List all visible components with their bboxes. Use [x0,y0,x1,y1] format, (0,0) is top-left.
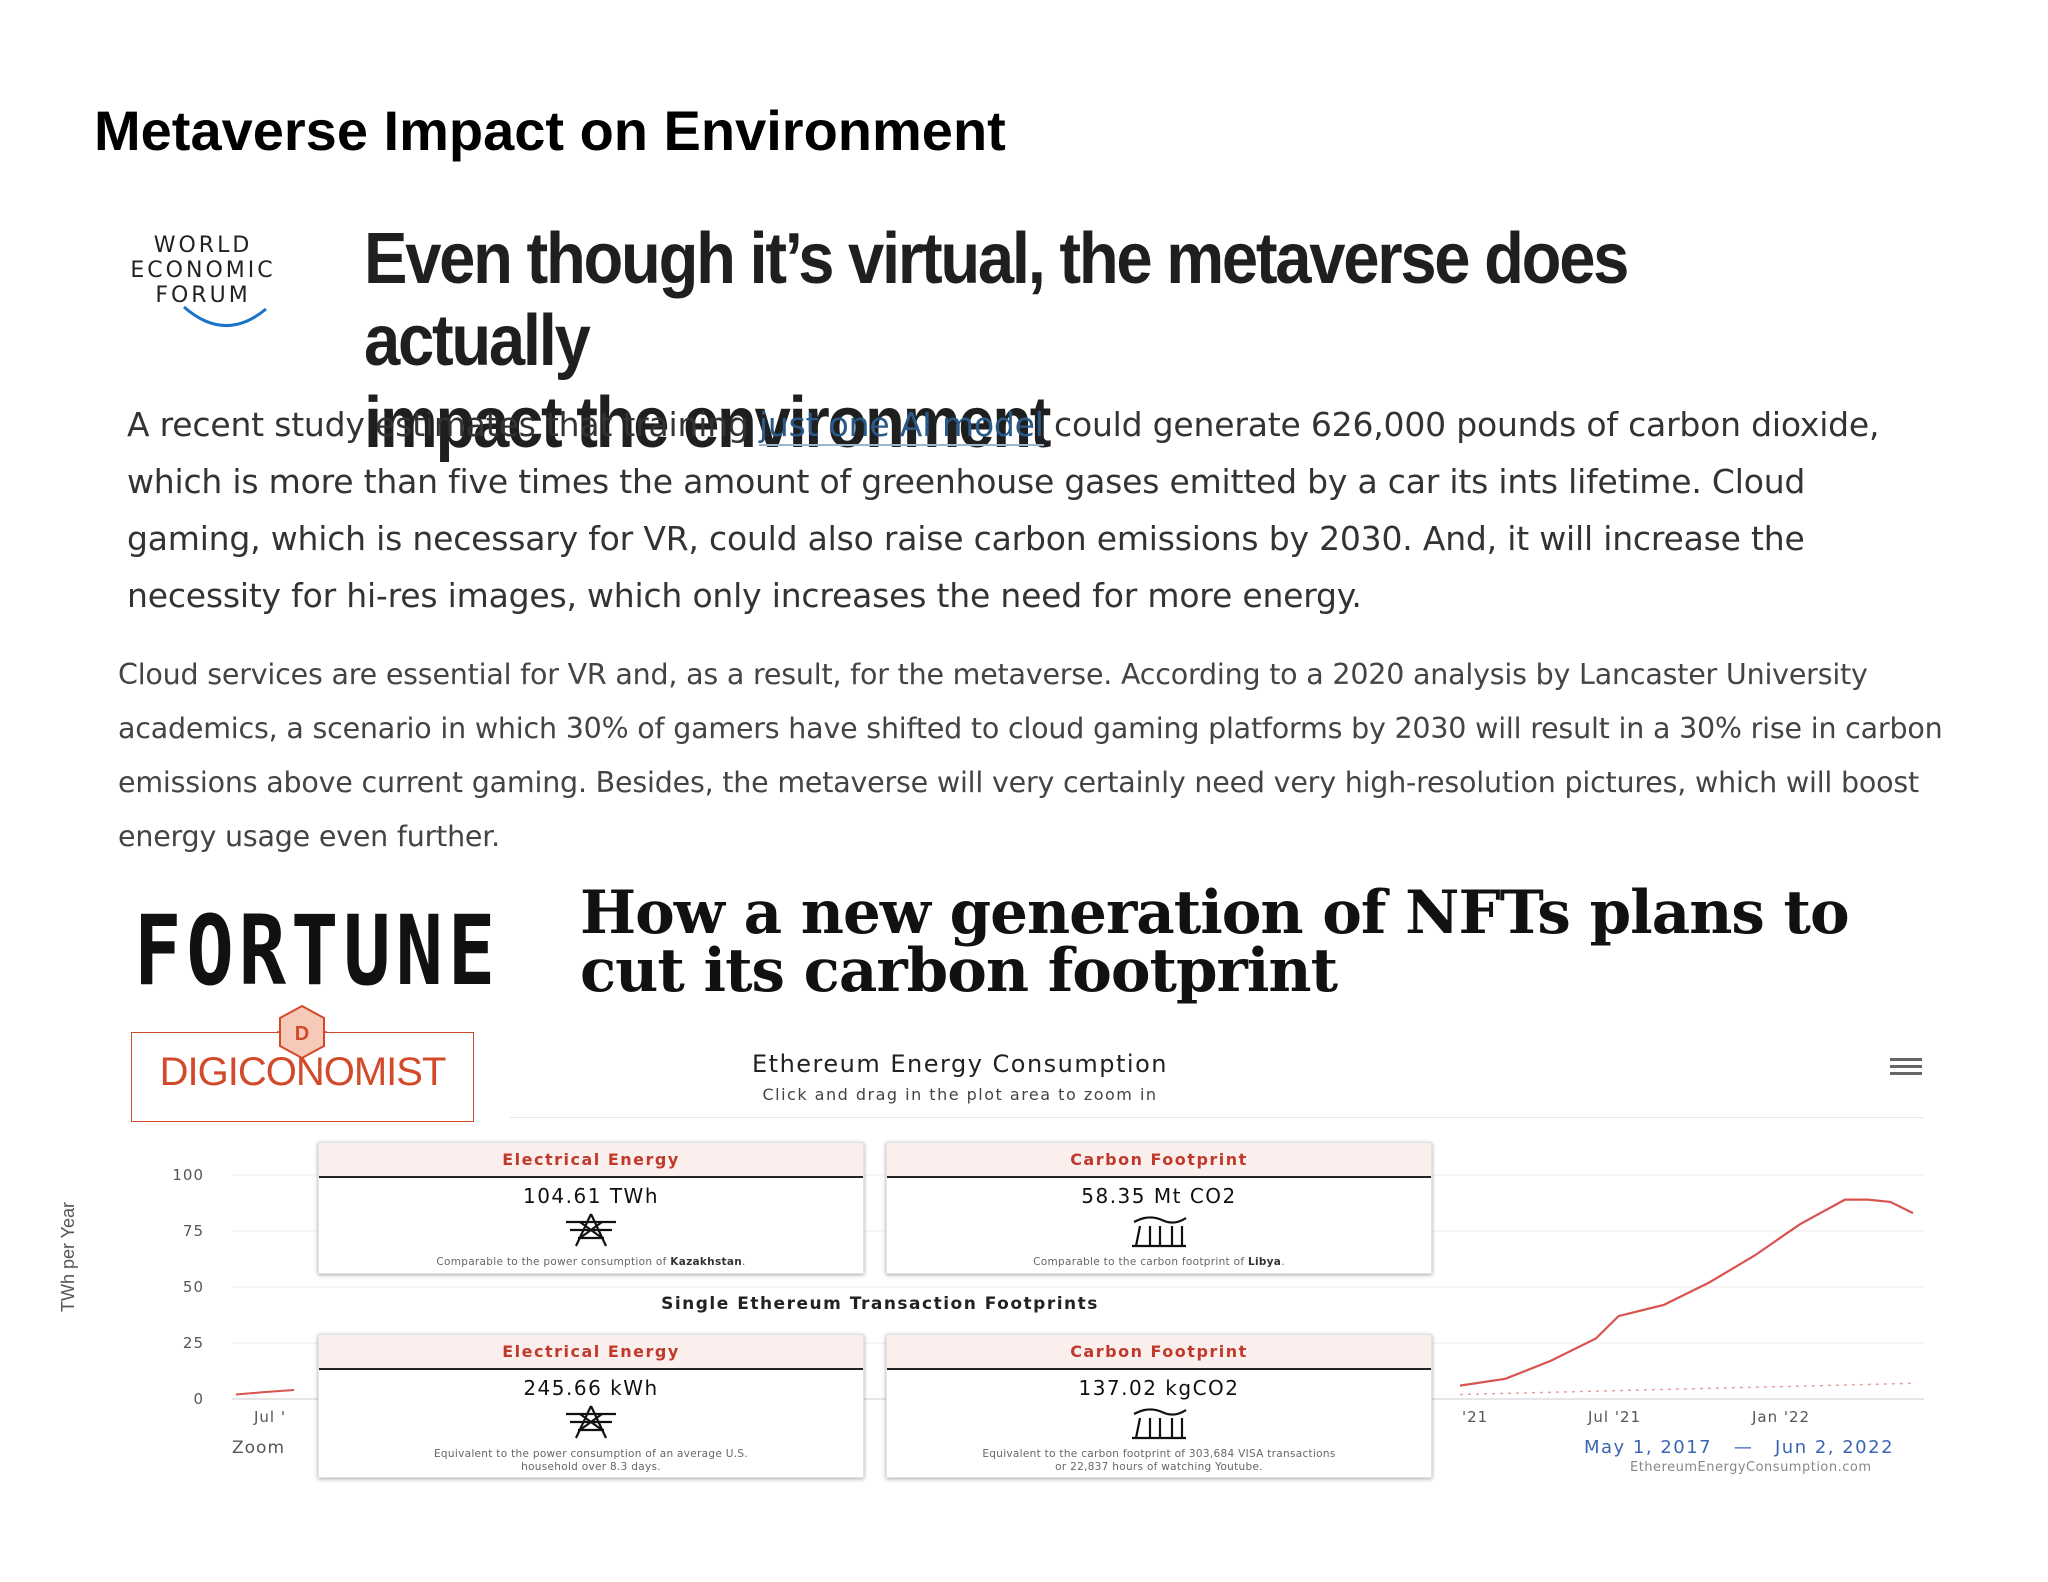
x-tick-label: Jul '21 [1588,1408,1642,1426]
card-carbon-footprint: Carbon Footprint 58.35 Mt CO2 Comparable… [886,1142,1432,1274]
y-tick-label: 25 [182,1334,204,1352]
y-tick-label: 50 [182,1278,204,1296]
power-pylon-icon [566,1405,616,1439]
hamburger-menu-icon[interactable] [1890,1058,1922,1079]
wef-paragraph-1: A recent study estimates that training j… [127,396,1947,624]
para1-text-rest: could generate 626,000 pounds of carbon … [127,405,1880,615]
wef-logo-line: WORLD [153,233,253,258]
chart-credit[interactable]: EthereumEnergyConsumption.com [1630,1460,1872,1475]
y-tick-label: 100 [172,1166,204,1184]
wef-paragraph-2: Cloud services are essential for VR and,… [118,658,1943,853]
single-transaction-heading: Single Ethereum Transaction Footprints [661,1294,1099,1314]
date-to[interactable]: Jun 2, 2022 [1774,1437,1895,1458]
fortune-headline: How a new generation of NFTs plans to cu… [580,878,1966,1006]
wef-arc-icon [183,305,267,327]
card-value: 137.02 kgCO2 [1078,1376,1240,1400]
date-separator: — [1733,1437,1754,1458]
svg-text:D: D [295,1023,309,1045]
card-electrical-energy-tx: Electrical Energy 245.66 kWh Equivalent … [318,1334,864,1478]
fortune-headline-line1: How a new generation of NFTs plans to [580,878,1850,948]
series-line-total[interactable] [1459,1198,1914,1387]
card-note-emphasis: Kazakhstan [670,1256,742,1268]
card-note-end: . [1281,1256,1285,1268]
power-pylon-icon [566,1213,616,1247]
card-value: 58.35 Mt CO2 [1081,1184,1237,1208]
card-note: Equivalent to the power consumption of a… [319,1448,863,1474]
ai-model-link[interactable]: just one AI model [758,405,1044,446]
digiconomist-emblem-icon: D [277,1004,327,1060]
series-line-fragment [235,1389,295,1396]
wef-headline-line1: Even though it’s virtual, the metaverse … [364,219,1629,381]
card-header: Electrical Energy [319,1335,863,1370]
x-tick-label: '21 [1462,1408,1489,1426]
para1-text: A recent study estimates that training [127,405,759,444]
card-note-text-line2: household over 8.3 days. [521,1461,661,1473]
card-note-text: Comparable to the power consumption of [436,1256,671,1268]
card-electrical-energy: Electrical Energy 104.61 TWh Comparable … [318,1142,864,1274]
series-line-minimum[interactable] [1459,1382,1914,1396]
card-value: 104.61 TWh [522,1184,659,1208]
card-note: Comparable to the carbon footprint of Li… [887,1256,1431,1269]
card-note-text: Equivalent to the carbon footprint of 30… [982,1448,1336,1460]
card-carbon-footprint-tx: Carbon Footprint 137.02 kgCO2 Equivalent… [886,1334,1432,1478]
date-range[interactable]: May 1, 2017 — Jun 2, 2022 [1584,1437,1894,1458]
y-tick-label: 0 [193,1390,204,1408]
card-note-text: Equivalent to the power consumption of a… [434,1448,748,1460]
card-note: Equivalent to the carbon footprint of 30… [887,1448,1431,1474]
fortune-logo: FORTUNE [134,895,501,1007]
x-tick-label: Jan '22 [1752,1408,1811,1426]
digiconomist-logo: D DIGICONOMIST [131,1004,474,1122]
card-note-text-line2: or 22,837 hours of watching Youtube. [1055,1461,1263,1473]
digiconomist-wordmark: DIGICONOMIST [159,1050,447,1094]
factory-emissions-icon [1132,1408,1187,1440]
zoom-label: Zoom [232,1438,286,1458]
x-tick-label: Jul ' [254,1408,286,1426]
wef-logo-line: ECONOMIC [130,258,276,283]
chart-divider [510,1117,1924,1118]
wef-logo-line: FORUM [155,283,251,308]
fortune-headline-line2: cut its carbon footprint [580,936,1338,1006]
factory-emissions-icon [1132,1216,1187,1248]
slide-title: Metaverse Impact on Environment [94,99,1006,162]
wef-headline: Even though it’s virtual, the metaverse … [364,218,1812,464]
wef-headline-line2: impact the environment [364,383,1051,463]
card-note-emphasis: Libya [1247,1256,1282,1268]
card-header: Carbon Footprint [887,1143,1431,1178]
chart-title: Ethereum Energy Consumption [752,1050,1168,1078]
card-header: Electrical Energy [319,1143,863,1178]
card-value: 245.66 kWh [523,1376,659,1400]
card-note-end: . [742,1256,746,1268]
card-note: Comparable to the power consumption of K… [319,1256,863,1269]
y-tick-label: 75 [182,1222,204,1240]
wef-logo: WORLD ECONOMIC FORUM [118,233,288,339]
card-header: Carbon Footprint [887,1335,1431,1370]
chart-subtitle: Click and drag in the plot area to zoom … [762,1085,1158,1104]
card-note-text: Comparable to the carbon footprint of [1033,1256,1248,1268]
date-from[interactable]: May 1, 2017 [1584,1437,1713,1458]
